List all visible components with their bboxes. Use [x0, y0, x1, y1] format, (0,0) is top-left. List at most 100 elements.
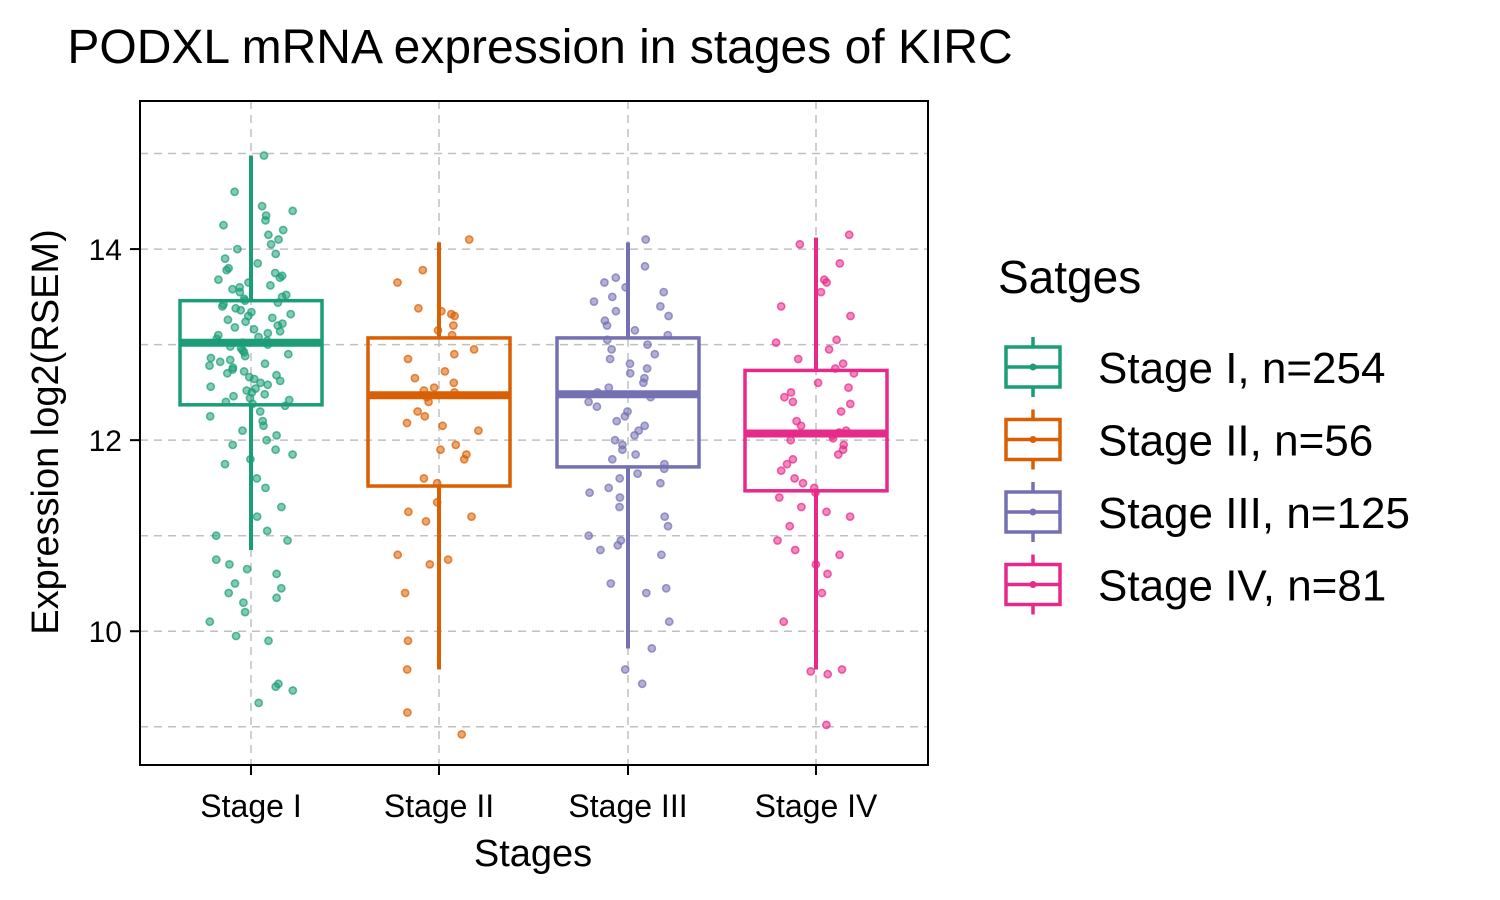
data-point [823, 669, 833, 679]
legend-key-point [1029, 581, 1037, 588]
data-point [643, 340, 652, 349]
data-point [424, 397, 433, 407]
data-point [283, 349, 293, 359]
box-iqr [366, 336, 512, 488]
data-point [464, 235, 474, 244]
x-axis-label: Stages [474, 833, 592, 875]
data-point [610, 435, 620, 445]
legend-key-point [1029, 436, 1037, 443]
data-point [782, 459, 792, 469]
x-tick-label: Stage I [200, 788, 301, 824]
data-point [225, 355, 235, 365]
data-point [252, 473, 262, 483]
data-point [585, 488, 594, 498]
data-point [612, 416, 622, 426]
data-point [276, 502, 286, 512]
data-point [253, 258, 263, 268]
data-point [806, 667, 816, 676]
data-point [410, 373, 420, 383]
data-point [230, 322, 240, 332]
data-point [845, 512, 855, 521]
data-point [429, 383, 439, 392]
data-point [656, 301, 665, 311]
data-point [228, 440, 238, 450]
data-point [283, 536, 292, 545]
data-point [660, 512, 670, 521]
axes: 10 12 14 Stage I Stage II Stage III Stage IV [89, 234, 878, 824]
data-point [211, 531, 221, 541]
data-point [605, 354, 615, 364]
data-point [271, 682, 281, 692]
data-point [403, 507, 413, 517]
data-point [584, 397, 593, 407]
data-point [823, 569, 832, 579]
data-point [229, 391, 238, 401]
data-point [642, 364, 652, 373]
data-point [222, 368, 232, 378]
data-point [779, 617, 789, 627]
data-point [231, 631, 241, 641]
data-point [211, 555, 221, 564]
data-point [607, 454, 617, 464]
data-point [659, 287, 669, 297]
data-point [274, 235, 283, 244]
data-point [604, 383, 614, 392]
data-point [271, 445, 280, 455]
data-point [793, 354, 803, 364]
data-point [255, 407, 265, 416]
data-point [288, 206, 298, 216]
legend-title: Satges [998, 251, 1141, 303]
data-point [205, 617, 215, 627]
data-point [625, 368, 635, 378]
y-tick-label: 14 [89, 234, 122, 267]
data-point [440, 366, 450, 376]
legend-entry-label: Stage II, n=56 [1098, 417, 1373, 466]
data-point [664, 617, 674, 627]
data-point [275, 273, 285, 283]
legend-entry-label: Stage IV, n=81 [1098, 562, 1386, 611]
data-point [263, 380, 273, 390]
data-point [263, 230, 273, 240]
data-point [449, 378, 459, 388]
data-point [278, 225, 288, 235]
data-point [252, 512, 262, 521]
data-point [822, 507, 831, 517]
boxes [178, 155, 889, 670]
data-point [641, 235, 651, 244]
jitter-points [205, 151, 859, 739]
data-point [813, 378, 823, 388]
data-point [780, 392, 789, 402]
legend-entry-label: Stage I, n=254 [1098, 344, 1385, 393]
data-point [607, 292, 617, 302]
box-iqr [178, 298, 324, 407]
data-point [260, 359, 270, 369]
data-point [239, 366, 249, 376]
data-point [449, 349, 459, 359]
data-point [845, 399, 855, 409]
data-point [232, 244, 242, 254]
data-point [473, 426, 483, 435]
data-point [224, 588, 234, 598]
data-point [272, 430, 281, 440]
data-point [795, 239, 805, 249]
data-point [236, 305, 246, 315]
data-point [259, 151, 269, 160]
data-point [418, 265, 428, 275]
data-point [272, 593, 281, 603]
data-point [254, 698, 264, 708]
data-point [838, 359, 848, 369]
data-point [220, 459, 230, 469]
data-point [222, 265, 231, 275]
data-point [205, 411, 215, 421]
data-point [467, 512, 476, 521]
data-point [633, 469, 642, 478]
data-point [837, 665, 847, 674]
data-point [419, 473, 429, 483]
data-point [261, 215, 270, 225]
data-point [640, 421, 650, 431]
y-tick-label: 12 [89, 425, 122, 458]
data-point [846, 311, 855, 321]
data-point [786, 387, 796, 397]
data-point [631, 450, 640, 459]
